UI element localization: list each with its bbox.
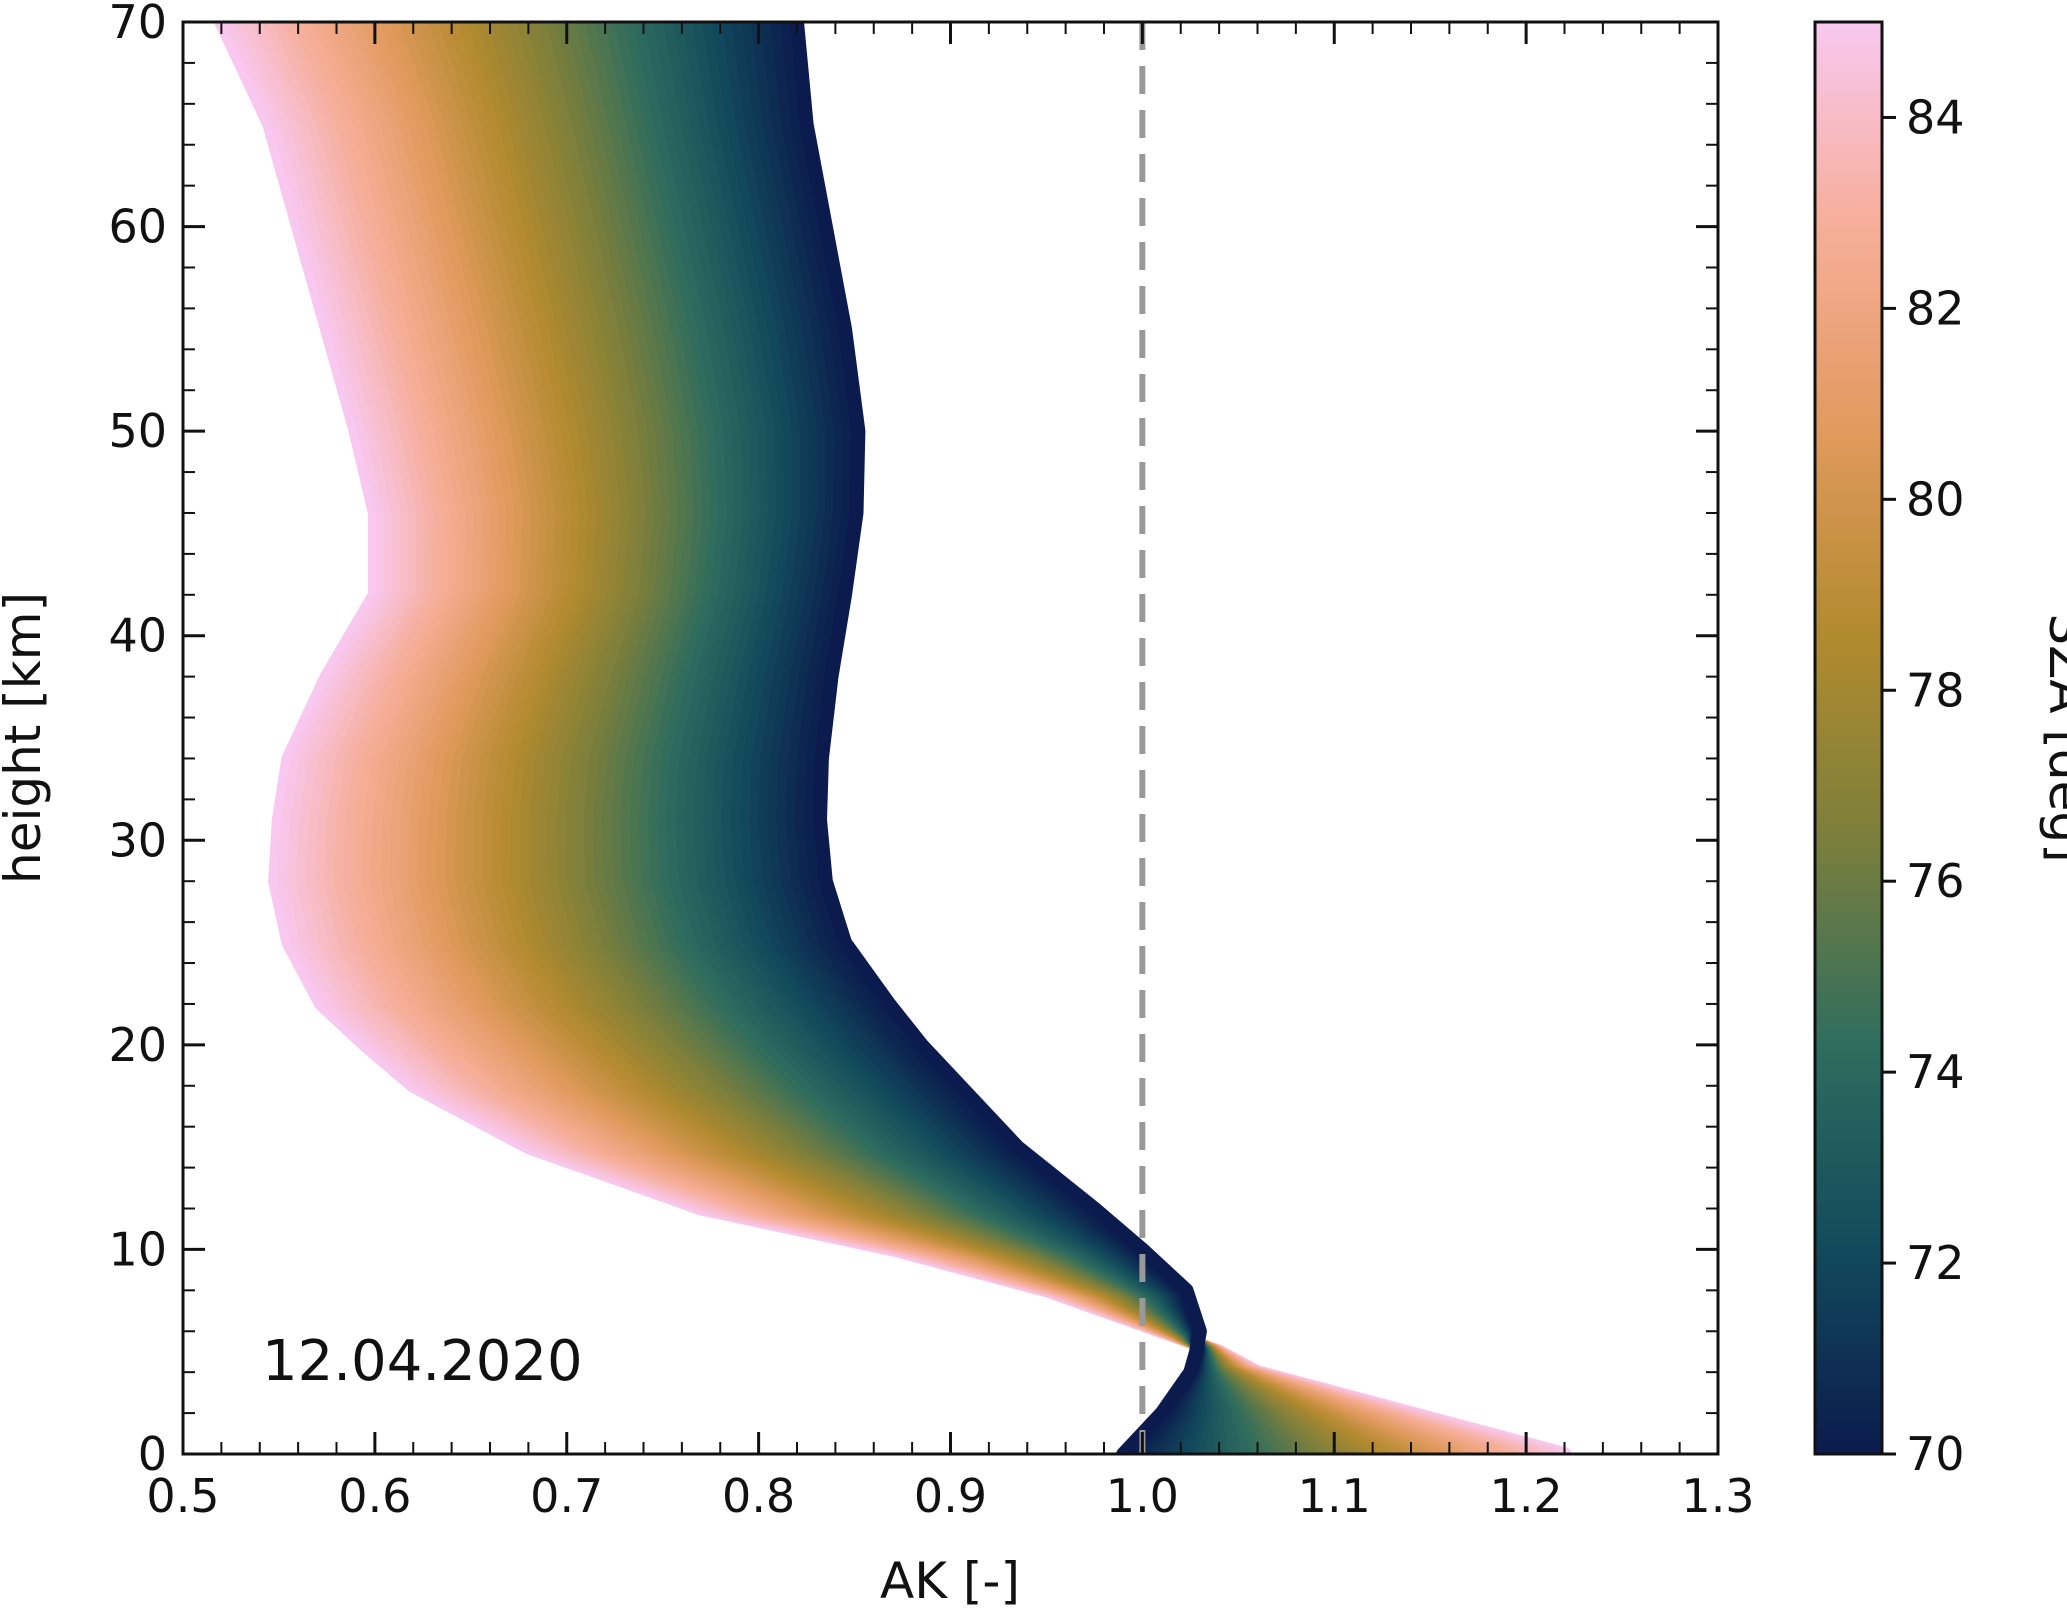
x-tick-label: 1.3 [1681,1469,1754,1523]
colorbar-ticks: 70 72 74 76 78 80 82 84 [1882,90,1965,1481]
date-annotation: 12.04.2020 [262,1329,583,1394]
colorbar [1813,20,1884,1456]
x-axis-label: AK [-] [880,1552,1020,1610]
colorbar-tick-label: 70 [1906,1427,1965,1481]
y-axis-ticks: 0 10 20 30 40 50 60 70 [108,0,1718,1481]
colorbar-label: SZA [deg] [2038,613,2067,862]
x-tick-label: 0.7 [530,1469,603,1523]
y-tick-label: 50 [108,404,167,458]
ak-curve-sza-70.00 [790,22,1207,1454]
y-tick-label: 30 [108,813,167,867]
x-tick-label: 1.0 [1106,1469,1179,1523]
y-tick-label: 20 [108,1018,167,1072]
ak-curves [214,22,1572,1454]
y-tick-label: 70 [108,0,167,49]
y-tick-label: 0 [138,1427,167,1481]
x-axis-ticks: 0.5 0.6 0.7 0.8 0.9 1.0 1.1 1.2 1.3 [146,22,1755,1523]
colorbar-tick-label: 80 [1906,472,1965,526]
x-tick-label: 1.1 [1298,1469,1371,1523]
y-tick-label: 60 [108,200,167,254]
x-tick-label: 0.8 [722,1469,795,1523]
y-tick-label: 10 [108,1222,167,1276]
colorbar-tick-label: 82 [1906,281,1965,335]
colorbar-tick-label: 72 [1906,1236,1965,1290]
x-tick-label: 0.6 [338,1469,411,1523]
x-tick-label: 0.9 [914,1469,987,1523]
colorbar-tick-label: 84 [1906,90,1965,144]
x-tick-label: 1.2 [1490,1469,1563,1523]
colorbar-tick-label: 76 [1906,854,1965,908]
colorbar-tick-label: 78 [1906,663,1965,717]
colorbar-tick-label: 74 [1906,1045,1965,1099]
x-tick-label: 0.5 [146,1469,219,1523]
y-tick-label: 40 [108,609,167,663]
y-axis-label: height [km] [0,592,52,884]
